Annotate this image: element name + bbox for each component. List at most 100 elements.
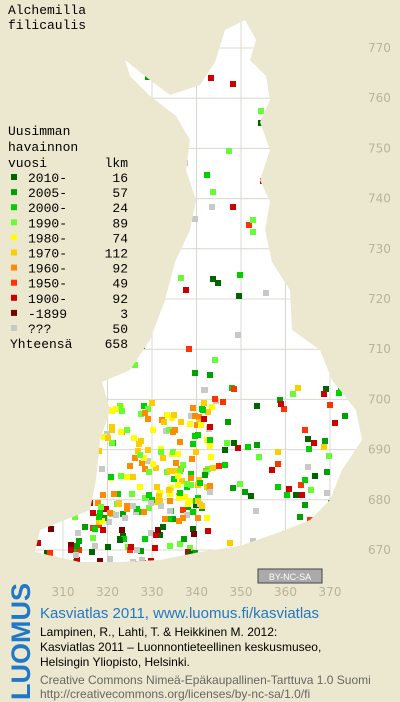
observation — [101, 434, 107, 440]
observation — [196, 414, 202, 420]
observation — [188, 471, 194, 477]
observation — [142, 410, 148, 416]
observation — [72, 514, 78, 520]
legend-count: 16 — [112, 171, 128, 186]
observation — [250, 217, 256, 223]
observation — [250, 538, 256, 544]
observation — [142, 495, 148, 501]
observation — [302, 502, 308, 508]
observation — [132, 455, 138, 461]
observation — [184, 481, 190, 487]
observation — [212, 357, 218, 363]
observation — [210, 189, 216, 195]
observation — [188, 482, 194, 488]
observation — [208, 75, 214, 81]
observation — [167, 498, 173, 504]
observation — [256, 454, 262, 460]
license: http://creativecommons.org/licenses/by-n… — [40, 687, 310, 701]
x-label: 320 — [96, 585, 119, 599]
observation — [193, 449, 199, 455]
legend-label: 1950- — [28, 277, 67, 292]
observation — [166, 516, 172, 522]
observation — [307, 517, 313, 523]
observation — [275, 461, 281, 467]
observation — [197, 480, 203, 486]
observation — [332, 420, 338, 426]
x-label: 360 — [274, 585, 297, 599]
observation — [201, 416, 207, 422]
observation — [207, 489, 213, 495]
observation — [293, 492, 299, 498]
observation — [105, 544, 111, 550]
observation — [90, 510, 96, 516]
observation — [92, 543, 98, 549]
observation — [290, 391, 296, 397]
legend-swatch — [11, 264, 17, 271]
observation — [342, 413, 348, 419]
observation — [74, 543, 80, 549]
observation — [139, 460, 145, 466]
observation — [119, 527, 125, 533]
citation: Lampinen, R., Lahti, T. & Heikkinen M. 2… — [40, 625, 277, 639]
observation — [145, 447, 151, 453]
observation — [118, 473, 124, 479]
brand: LUOMUS — [6, 583, 36, 700]
observation — [173, 460, 179, 466]
observation — [235, 445, 241, 451]
observation — [89, 549, 95, 555]
observation — [170, 516, 176, 522]
observation — [131, 435, 137, 441]
observation — [192, 216, 198, 222]
observation — [121, 536, 127, 542]
observation — [194, 422, 200, 428]
observation — [250, 229, 256, 235]
observation — [138, 438, 144, 444]
observation — [130, 503, 136, 509]
observation — [205, 409, 211, 415]
observation — [242, 489, 248, 495]
observation — [167, 543, 173, 549]
observation — [302, 427, 308, 433]
observation — [207, 443, 213, 449]
observation — [254, 403, 260, 409]
observation — [157, 498, 163, 504]
y-label: 710 — [368, 342, 391, 356]
observation — [97, 558, 103, 562]
observation — [166, 487, 172, 493]
observation — [177, 439, 183, 445]
legend-count: 49 — [112, 277, 128, 292]
observation — [148, 500, 154, 506]
observation — [113, 512, 119, 518]
observation — [96, 514, 102, 520]
observation — [117, 537, 123, 543]
observation — [173, 468, 179, 474]
observations — [35, 74, 348, 562]
observation — [145, 416, 151, 422]
observation — [324, 469, 330, 475]
observation — [189, 456, 195, 462]
observation — [207, 372, 213, 378]
observation — [134, 547, 140, 553]
x-label: 310 — [52, 585, 75, 599]
observation — [82, 524, 88, 530]
observation — [68, 542, 74, 548]
observation — [190, 405, 196, 411]
title: Alchemilla — [8, 3, 86, 18]
observation — [162, 516, 168, 522]
observation — [235, 332, 241, 338]
observation — [336, 390, 342, 396]
observation — [113, 406, 119, 412]
observation — [137, 484, 143, 490]
observation — [284, 492, 290, 498]
observation — [199, 503, 205, 509]
observation — [207, 483, 213, 489]
observation — [153, 465, 159, 471]
observation — [35, 540, 41, 546]
observation — [308, 487, 314, 493]
observation — [246, 222, 252, 228]
observation — [190, 509, 196, 515]
observation — [95, 500, 101, 506]
observation — [253, 508, 259, 514]
observation — [171, 476, 177, 482]
observation — [120, 511, 126, 517]
